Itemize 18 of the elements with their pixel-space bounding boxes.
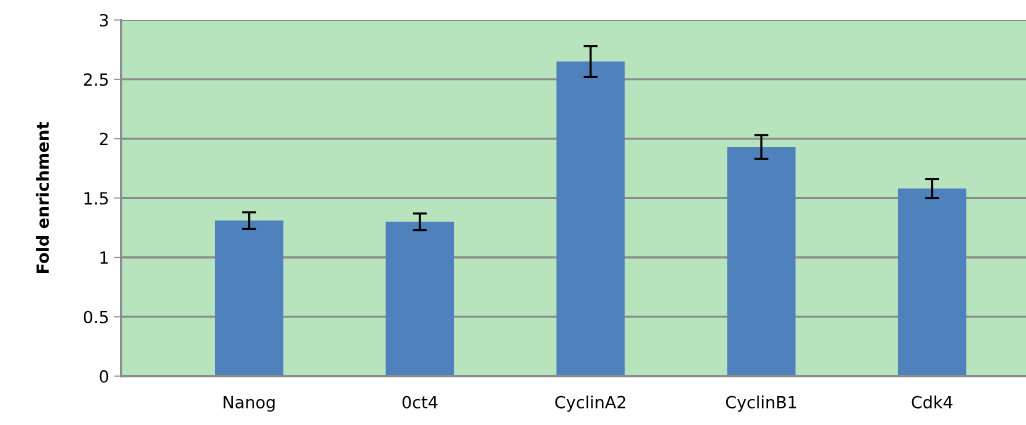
y-tick-label: 0	[99, 370, 109, 383]
y-axis-title: Fold enrichment	[36, 121, 49, 273]
bar	[897, 188, 967, 377]
bar	[385, 221, 455, 377]
x-tick-label: CyclinB1	[726, 395, 797, 412]
y-tick-label: 2	[99, 132, 108, 146]
x-tick-label: Cdk4	[911, 395, 953, 409]
y-tick-label: 0.5	[83, 310, 108, 324]
y-tick-label: 1	[100, 251, 108, 264]
x-tick-label: Nanog	[223, 396, 275, 412]
y-tick-label: 3	[99, 13, 108, 27]
y-tick-label: 2.5	[83, 73, 108, 86]
bar	[556, 61, 625, 377]
x-tick-label: 0ct4	[402, 395, 438, 409]
x-tick-label: CyclinA2	[555, 395, 626, 412]
y-tick-label: 1.5	[84, 192, 108, 205]
bar	[214, 220, 284, 377]
bar	[727, 147, 796, 377]
